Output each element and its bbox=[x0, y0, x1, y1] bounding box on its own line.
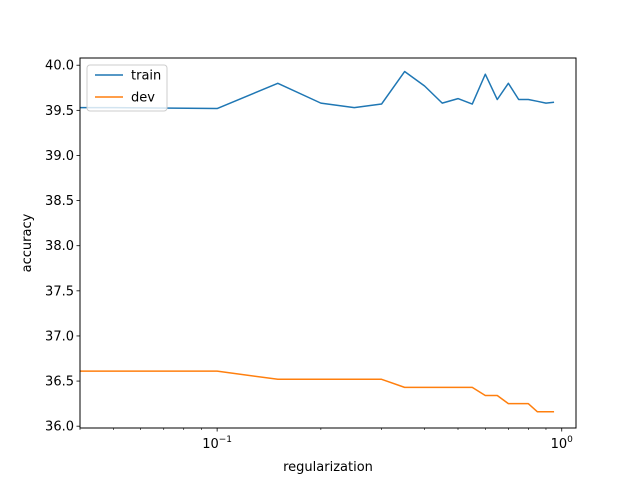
y-axis: 36.0 36.5 37.0 37.5 38.0 38.5 39.0 39.5 40.0 bbox=[45, 59, 80, 435]
legend-label-train: train bbox=[131, 69, 161, 84]
x-tick-label: 10−1 bbox=[202, 435, 232, 452]
y-tick-label: 39.5 bbox=[45, 104, 74, 119]
series-layer bbox=[80, 70, 555, 413]
series-line-train bbox=[80, 70, 555, 110]
x-axis: 10−1 100 bbox=[79, 428, 574, 452]
y-tick-label: 38.5 bbox=[45, 194, 74, 209]
y-tick-label: 38.0 bbox=[45, 239, 74, 254]
x-axis-label: regularization bbox=[283, 460, 373, 475]
y-tick-label: 39.0 bbox=[45, 149, 74, 164]
plot-frame bbox=[79, 57, 577, 429]
legend-label-dev: dev bbox=[131, 91, 155, 106]
y-tick-label: 36.5 bbox=[45, 375, 74, 390]
x-tick-label: 100 bbox=[551, 435, 574, 452]
y-tick-label: 37.0 bbox=[45, 329, 74, 344]
y-axis-label: accuracy bbox=[20, 213, 35, 272]
y-tick-label: 36.0 bbox=[45, 420, 74, 435]
legend: train dev bbox=[86, 64, 168, 112]
y-tick-label: 37.5 bbox=[45, 284, 74, 299]
series-line-dev bbox=[80, 370, 555, 413]
legend-box bbox=[86, 64, 168, 112]
y-tick-label: 40.0 bbox=[45, 59, 74, 74]
